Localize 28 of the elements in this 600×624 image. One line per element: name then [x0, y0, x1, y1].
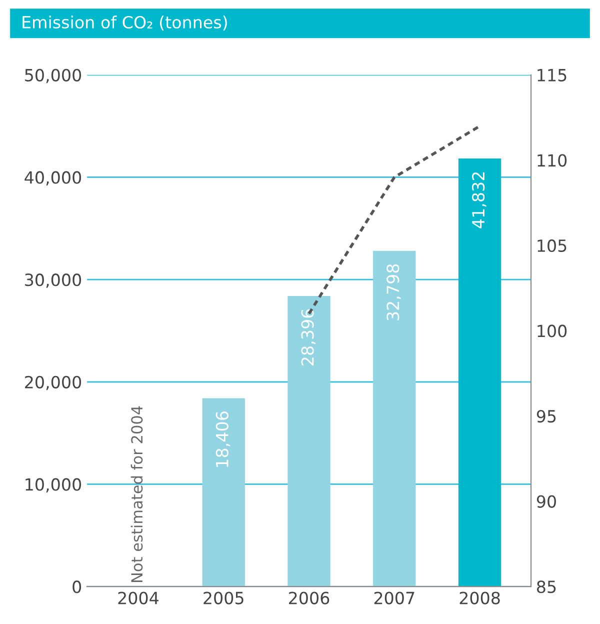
bar — [288, 296, 330, 587]
y2-tick-label: 110 — [538, 154, 567, 167]
data-label: 41,832 — [472, 172, 486, 228]
y-tick-label: 10,000 — [26, 478, 82, 492]
y2-tick-label: 105 — [538, 239, 566, 252]
x-tick-label: 2006 — [289, 592, 330, 604]
y-tick-label: 30,000 — [25, 274, 82, 288]
annotation: Not estimated for 2004 — [130, 406, 143, 582]
y-tick-label: 20,000 — [25, 376, 82, 390]
data-label: 32,798 — [386, 264, 401, 320]
bar — [202, 398, 245, 587]
y2-tick-label: 85 — [536, 580, 556, 594]
x-tick-label: 2004 — [118, 592, 159, 604]
y-tick-label: 40,000 — [24, 171, 82, 186]
y2-tick-label: 90 — [536, 495, 556, 508]
x-tick-label: 2005 — [204, 592, 244, 604]
y2-tick-label: 95 — [536, 410, 556, 423]
data-label: 28,396 — [301, 309, 316, 366]
x-tick-label: 2008 — [460, 592, 500, 604]
bar — [373, 250, 416, 587]
bar — [458, 158, 502, 587]
y2-tick-label: 100 — [538, 324, 567, 338]
data-label: 18,406 — [216, 412, 230, 467]
chart-title: Emission of CO₂ (tonnes) — [22, 16, 227, 31]
y-tick-label: 0 — [72, 580, 82, 594]
y2-tick-label: 115 — [538, 69, 566, 82]
y-tick-label: 50,000 — [25, 68, 82, 84]
x-tick-label: 2007 — [374, 592, 414, 604]
